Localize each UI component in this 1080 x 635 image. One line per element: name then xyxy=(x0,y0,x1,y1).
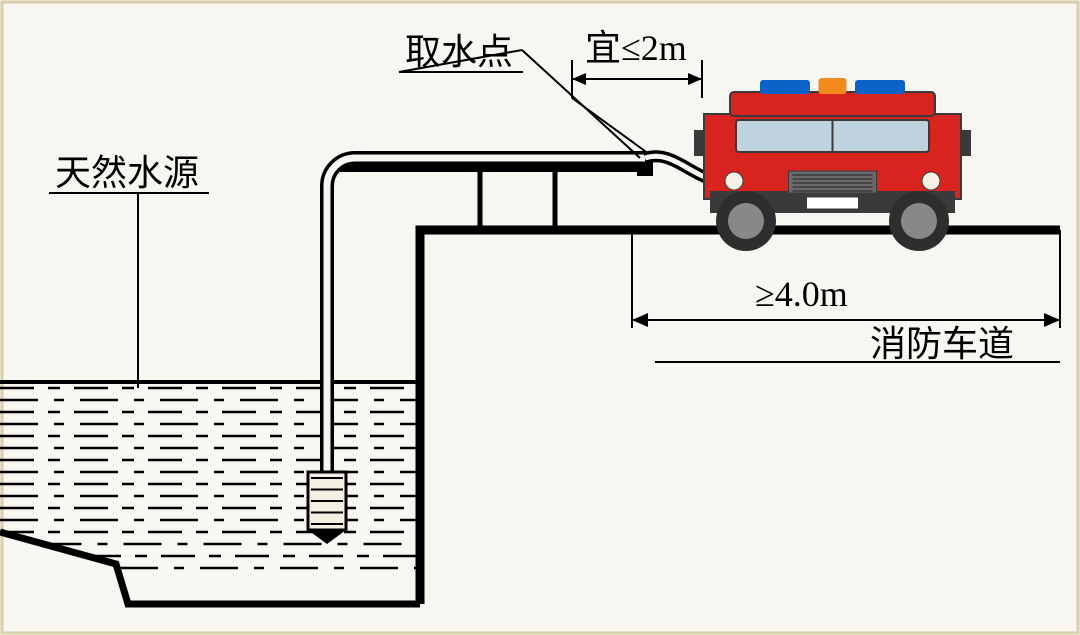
label-fire-lane: 消防车道 xyxy=(870,326,1014,362)
diagram-svg xyxy=(0,0,1080,635)
water-lines xyxy=(0,388,420,568)
label-distance-top: 宜≤2m xyxy=(585,30,687,66)
label-lane-width: ≥4.0m xyxy=(755,276,848,312)
diagram-root: 取水点 宜≤2m 天然水源 ≥4.0m 消防车道 xyxy=(0,0,1080,635)
label-intake-point: 取水点 xyxy=(405,34,513,70)
embankment xyxy=(420,230,1060,604)
fire-truck xyxy=(694,78,971,251)
label-natural-water: 天然水源 xyxy=(55,155,199,191)
